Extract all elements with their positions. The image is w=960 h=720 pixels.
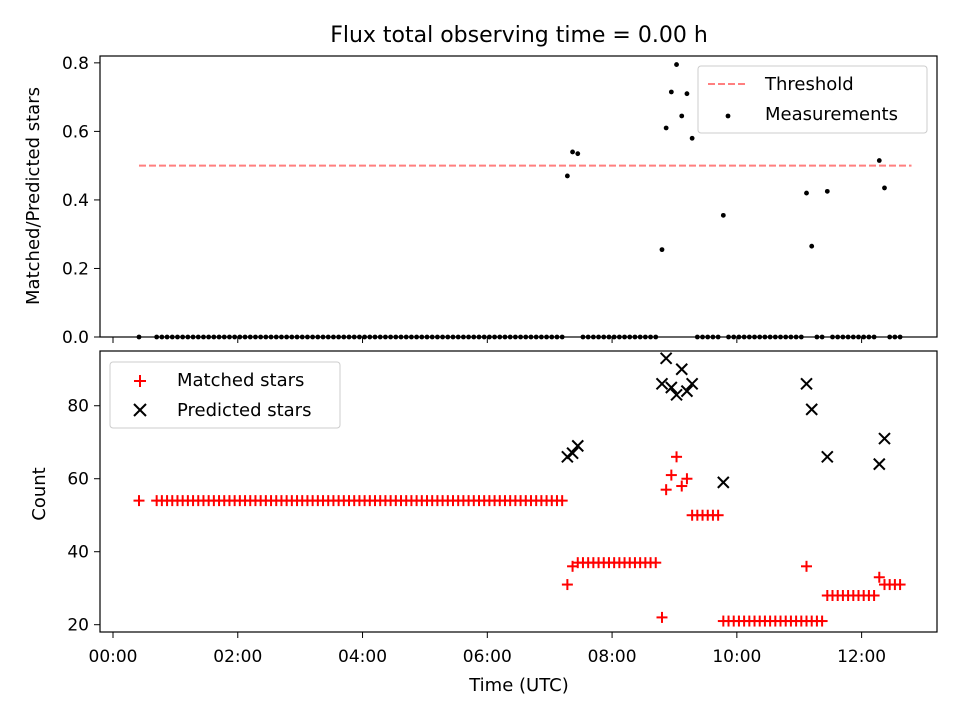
predicted-star-point — [571, 439, 584, 453]
measurement-point — [663, 125, 669, 131]
x-axis-label: Time (UTC) — [468, 675, 569, 696]
bottom-y-tick-label: 40 — [67, 543, 89, 563]
top-x-ticks — [112, 337, 863, 343]
legend-matched-swatch — [134, 375, 146, 387]
measurement-point — [720, 212, 726, 218]
top-y-tick-label: 0.6 — [62, 122, 89, 142]
measurement-point — [809, 243, 815, 249]
bottom-x-tick-label: 06:00 — [463, 647, 512, 667]
measurement-point — [679, 113, 685, 119]
bottom-y-tick-label: 20 — [67, 616, 89, 636]
bottom-y-ticks: 20 40 60 80 — [67, 397, 100, 636]
predicted-star-point — [717, 476, 730, 489]
bottom-axes-frame — [99, 350, 938, 633]
measurement-point — [882, 185, 887, 191]
matched-star-point — [656, 611, 668, 623]
measurement-point — [674, 62, 679, 67]
bottom-legend: Matched stars Predicted stars — [109, 361, 341, 429]
bottom-x-tick-label: 04:00 — [338, 647, 387, 667]
bottom-y-tick-label: 60 — [67, 470, 89, 490]
bottom-x-tick-label: 08:00 — [588, 647, 637, 667]
bottom-y-axis-label: Count — [29, 467, 50, 520]
predicted-star-point — [566, 446, 579, 460]
matched-star-point — [556, 495, 568, 507]
measurement-point — [564, 173, 570, 179]
predicted-star-point — [655, 377, 669, 391]
top-y-tick-label: 0.8 — [62, 54, 89, 74]
bottom-panel: Count Time (UTC) 20 40 60 80 00:00 02:00 04:0… — [29, 350, 938, 696]
matched-star-point — [681, 473, 693, 485]
bottom-x-ticks: 00:00 02:00 04:00 06:00 08:00 10:00 12:00 — [89, 632, 886, 667]
matched-star-point — [873, 571, 885, 583]
top-panel: Flux total observing time = 0.00 h Match… — [23, 23, 938, 348]
measurement-point — [824, 188, 830, 194]
matched-star-point — [712, 509, 724, 521]
legend-predicted-label: Predicted stars — [177, 400, 311, 421]
matched-star-point — [894, 579, 906, 591]
matched-star-point — [561, 579, 573, 591]
bottom-x-tick-label: 02:00 — [213, 647, 262, 667]
measurement-point — [876, 158, 882, 163]
legend-predicted-swatch — [133, 403, 147, 417]
matched-star-point — [133, 495, 145, 507]
matched-star-point — [665, 469, 677, 481]
top-y-tick-label: 0.0 — [62, 328, 89, 348]
predicted-star-point — [675, 363, 688, 376]
matched-star-point — [660, 484, 672, 496]
matched-star-point — [816, 615, 828, 627]
bottom-plot-area — [133, 352, 906, 627]
predicted-star-point — [805, 403, 818, 416]
bottom-x-tick-label: 00:00 — [89, 647, 138, 667]
matched-star-point — [676, 480, 688, 492]
predicted-star-point — [659, 352, 673, 365]
predicted-star-point — [873, 457, 886, 471]
predicted-star-point — [821, 450, 834, 464]
matched-star-point — [671, 451, 683, 463]
top-legend: Threshold Measurements — [697, 65, 928, 134]
top-y-tick-label: 0.2 — [62, 259, 89, 279]
predicted-star-point — [680, 384, 694, 398]
top-axes-frame — [99, 55, 938, 338]
bottom-x-tick-label: 12:00 — [837, 647, 886, 667]
measurement-point — [804, 190, 809, 196]
top-legend-box — [697, 65, 928, 134]
measurement-point — [659, 247, 665, 253]
predicted-star-point — [665, 381, 678, 394]
legend-measurements-label: Measurements — [765, 104, 898, 125]
predicted-star-point — [561, 450, 574, 464]
bottom-x-tick-label: 10:00 — [712, 647, 761, 667]
measurement-point — [668, 89, 674, 95]
top-y-tick-label: 0.4 — [62, 191, 89, 211]
bottom-y-tick-label: 80 — [67, 397, 89, 417]
matched-star-point — [801, 560, 813, 572]
measurement-point — [570, 149, 575, 155]
legend-threshold-label: Threshold — [764, 74, 854, 95]
matched-star-point — [650, 557, 662, 569]
measurement-point — [575, 151, 581, 157]
predicted-star-point — [670, 388, 683, 401]
legend-measurements-swatch — [725, 113, 731, 119]
predicted-star-point — [685, 377, 699, 391]
predicted-star-point — [878, 432, 891, 445]
top-y-axis-label: Matched/Predicted stars — [23, 87, 44, 305]
legend-matched-label: Matched stars — [177, 370, 304, 391]
measurement-point — [689, 135, 695, 141]
measurement-point — [684, 91, 690, 97]
top-y-ticks: 0.0 0.2 0.4 0.6 0.8 — [62, 54, 100, 348]
matched-star-point — [868, 590, 880, 602]
chart-title: Flux total observing time = 0.00 h — [330, 23, 708, 48]
matched-star-point — [567, 560, 579, 572]
bottom-legend-box — [109, 361, 341, 429]
predicted-star-point — [800, 377, 813, 391]
